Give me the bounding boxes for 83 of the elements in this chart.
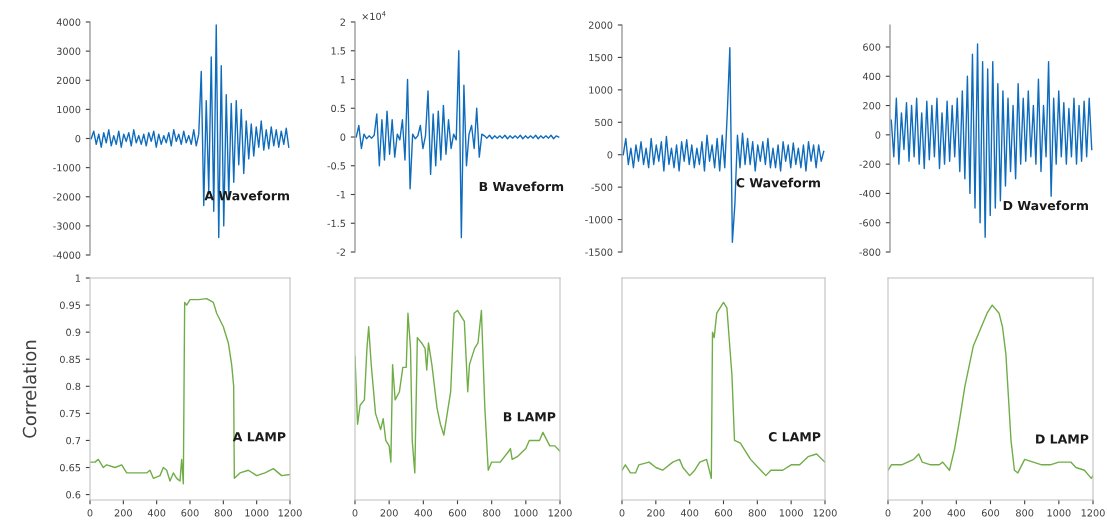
x-tick-label: 400 xyxy=(147,509,166,517)
y-tick-label: 0.7 xyxy=(66,436,81,445)
y-tick-label: -1500 xyxy=(585,248,613,256)
annotation: D LAMP xyxy=(1036,434,1089,444)
y-tick-label: 0.95 xyxy=(59,301,81,309)
x-tick-label: 600 xyxy=(448,509,467,517)
line-series xyxy=(622,47,825,243)
y-tick-label: -500 xyxy=(591,183,613,191)
x-tick-label: 600 xyxy=(981,509,1000,517)
y-tick-label: 1500 xyxy=(589,53,613,62)
annotation: C LAMP xyxy=(768,432,821,442)
x-tick-label: 400 xyxy=(414,509,432,517)
x-tick-label: 800 xyxy=(1016,509,1034,517)
x-tick-label: 1000 xyxy=(514,509,538,517)
y-tick-label: 500 xyxy=(595,118,613,127)
x-tick-label: 200 xyxy=(647,509,665,517)
x-tick-label: 400 xyxy=(947,509,965,517)
y-tick-label: -1.5 xyxy=(327,219,346,228)
x-tick-label: 0 xyxy=(619,509,625,517)
annotation: D Waveform xyxy=(1003,200,1088,211)
y-tick-label: 0.75 xyxy=(59,409,81,418)
y-tick-label: 600 xyxy=(863,43,881,51)
y-tick-label: -1000 xyxy=(53,164,81,172)
y-tick-label: 200 xyxy=(863,102,881,110)
x-tick-label: 800 xyxy=(483,509,501,517)
text: ×10$^{4}$ xyxy=(362,11,386,21)
x-tick-label: 1000 xyxy=(245,509,269,517)
y-tick-label: 1000 xyxy=(589,86,613,94)
y-axis-title: Correlation xyxy=(22,340,37,438)
x-tick-label: 200 xyxy=(913,509,931,517)
y-tick-label: 2000 xyxy=(588,21,613,29)
y-tick-label: 1.5 xyxy=(331,47,346,55)
y-tick-label: 0.85 xyxy=(59,355,81,364)
x-tick-label: 800 xyxy=(214,509,232,517)
y-tick-label: 2 xyxy=(340,18,345,26)
x-tick-label: 0 xyxy=(352,509,358,517)
y-tick-label: 1000 xyxy=(57,105,81,114)
y-tick-label: -4000 xyxy=(53,251,81,259)
y-tick-label: 4000 xyxy=(56,18,81,26)
y-tick-label: -2000 xyxy=(53,193,81,201)
y-tick-label: -400 xyxy=(859,189,881,198)
x-tick-label: 1000 xyxy=(779,509,803,517)
y-tick-label: 0.6 xyxy=(66,491,81,499)
x-tick-label: 0 xyxy=(885,509,891,517)
x-tick-label: 1200 xyxy=(813,509,837,517)
y-tick-label: 0 xyxy=(607,151,613,159)
x-tick-label: 1200 xyxy=(548,509,572,517)
x-tick-label: 200 xyxy=(380,509,398,517)
y-tick-label: 400 xyxy=(862,72,881,81)
y-tick-label: 1 xyxy=(340,76,346,84)
line-series xyxy=(90,24,290,239)
x-tick-label: 600 xyxy=(714,509,733,517)
x-tick-label: 800 xyxy=(748,509,766,517)
y-tick-label: 0 xyxy=(75,134,81,143)
annotation: B Waveform xyxy=(479,181,564,192)
y-tick-label: 0 xyxy=(340,133,346,141)
y-tick-label: -1000 xyxy=(585,216,613,224)
y-tick-label: -800 xyxy=(859,248,881,256)
y-tick-label: 0.9 xyxy=(66,328,81,336)
y-tick-label: 3000 xyxy=(56,47,81,55)
x-tick-label: 600 xyxy=(181,509,199,517)
line-series xyxy=(890,43,1093,239)
y-tick-label: -0.5 xyxy=(327,162,346,170)
x-tick-label: 1200 xyxy=(278,509,302,517)
y-tick-label: -1 xyxy=(336,191,346,199)
y-tick-label: 0.8 xyxy=(66,382,81,391)
x-tick-label: 0 xyxy=(87,509,93,517)
y-tick-label: 1 xyxy=(75,274,81,282)
y-tick-label: -3000 xyxy=(53,222,81,230)
y-tick-label: -2 xyxy=(336,248,345,256)
x-tick-label: 200 xyxy=(114,509,132,517)
x-tick-label: 1000 xyxy=(1047,509,1071,517)
y-tick-label: 0.5 xyxy=(331,104,346,113)
line-series xyxy=(90,297,290,485)
y-tick-label: 0.65 xyxy=(59,463,81,472)
x-tick-label: 400 xyxy=(680,509,699,517)
y-tick-label: -200 xyxy=(859,160,881,168)
annotation: C Waveform xyxy=(736,177,820,188)
x-tick-label: 1200 xyxy=(1081,509,1105,517)
y-tick-label: -600 xyxy=(859,219,881,227)
y-tick-label: 2000 xyxy=(56,76,81,85)
annotation: B LAMP xyxy=(503,412,556,422)
y-tick-label: 0 xyxy=(875,131,881,139)
